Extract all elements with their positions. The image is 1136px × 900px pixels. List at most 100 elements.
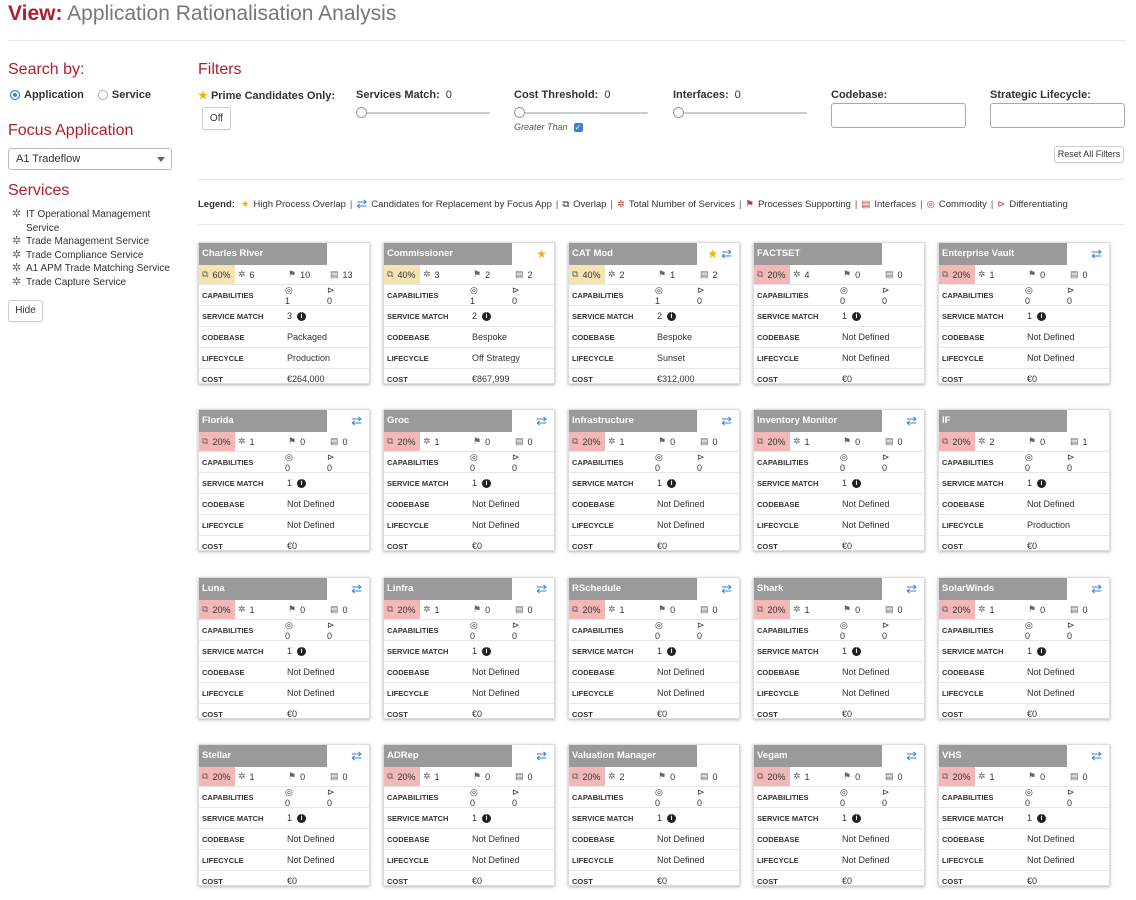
differentiating-icon: ⊳ [512,786,520,797]
card-header-icons: ⇄ [1067,243,1109,265]
services-match-slider[interactable] [356,106,490,120]
info-icon[interactable]: i [1037,478,1047,488]
info-icon[interactable]: i [297,478,307,488]
processes-icon: ⚑ [473,269,482,279]
card-app-name: Shark [754,578,882,600]
services-icon: ✲ [238,436,246,446]
card-header: Charles River [199,243,369,265]
application-card[interactable]: Inventory Monitor ⇄ ⧉ 20% ✲ 1 ⚑ 0 ▤ 0 CAPABILITIES… [753,409,925,551]
application-card[interactable]: Shark ⇄ ⧉ 20% ✲ 1 ⚑ 0 ▤ 0 CAPABILITIES ◎0 ⊳0 SERVICE … [753,577,925,719]
card-app-name: FACTSET [754,243,882,265]
application-card[interactable]: Linfra ⇄ ⧉ 20% ✲ 1 ⚑ 0 ▤ 0 CAPABILITIES ◎0 ⊳0 SERVICE… [383,577,555,719]
interfaces-stat: ▤ 0 [700,604,718,615]
service-match-row: SERVICE MATCH 1 i [199,808,369,829]
info-icon[interactable]: i [482,311,492,321]
slider-handle[interactable] [356,107,367,118]
card-header: RSchedule ⇄ [569,578,739,600]
info-icon[interactable]: i [852,478,862,488]
application-card[interactable]: Florida ⇄ ⧉ 20% ✲ 1 ⚑ 0 ▤ 0 CAPABILITIES ◎0 ⊳0 SERVIC… [198,409,370,551]
cost-row: COST €0 [387,876,483,886]
capabilities-row: CAPABILITIES ◎0 ⊳0 [754,787,924,808]
card-stats: ⧉ 20% ✲ 1 ⚑ 0 ▤ 0 [754,767,924,787]
card-header: Linfra ⇄ [384,578,554,600]
capabilities-row: CAPABILITIES ◎0 ⊳0 [199,452,369,473]
interfaces-icon: ▤ [330,269,339,279]
star-icon: ★ [707,247,719,261]
application-card[interactable]: ADRep ⇄ ⧉ 20% ✲ 1 ⚑ 0 ▤ 0 CAPABILITIES ◎0 ⊳0 SERVICE … [383,744,555,886]
interfaces-icon: ▤ [885,604,894,614]
interfaces-slider[interactable] [673,106,807,120]
info-icon[interactable]: i [297,311,307,321]
codebase-input[interactable] [831,103,966,128]
reset-all-filters-button[interactable]: Reset All Filters [1054,146,1124,163]
info-icon[interactable]: i [482,478,492,488]
card-header-icons: ⇄ [697,410,739,432]
card-header: Commissioner ★ [384,243,554,265]
application-card[interactable]: Valuation Manager ⧉ 20% ✲ 2 ⚑ 0 ▤ 0 CAPABILITIES ◎… [568,744,740,886]
slider-handle[interactable] [673,107,684,118]
card-stats: ⧉ 20% ✲ 1 ⚑ 0 ▤ 0 [384,432,554,452]
info-icon[interactable]: i [667,478,677,488]
info-icon[interactable]: i [852,311,862,321]
info-icon[interactable]: i [852,646,862,656]
services-stat: ✲ 4 [793,269,810,280]
info-icon[interactable]: i [482,813,492,823]
services-icon: ✲ [238,269,246,279]
overlap-stat: ⧉ 60% [199,265,235,284]
codebase-row: CODEBASE Not Defined [199,494,369,515]
application-card[interactable]: VHS ⇄ ⧉ 20% ✲ 1 ⚑ 0 ▤ 0 CAPABILITIES ◎0 ⊳0 SERVICE MA… [938,744,1110,886]
focus-application-select[interactable]: A1 Tradeflow [8,148,172,170]
application-card[interactable]: Commissioner ★ ⧉ 40% ✲ 3 ⚑ 2 ▤ 2 CAPABILITIES ◎1 ⊳0 S… [383,242,555,384]
application-card[interactable]: Vegam ⇄ ⧉ 20% ✲ 1 ⚑ 0 ▤ 0 CAPABILITIES ◎0 ⊳0 SERVICE … [753,744,925,886]
application-card[interactable]: Enterprise Vault ⇄ ⧉ 20% ✲ 1 ⚑ 0 ▤ 0 CAPABILITIES ◎… [938,242,1110,384]
codebase-row: CODEBASE Not Defined [569,494,739,515]
service-match-row: SERVICE MATCH 1 i [569,641,739,662]
info-icon[interactable]: i [297,813,307,823]
radio-application[interactable] [10,90,20,100]
application-card[interactable]: Stellar ⇄ ⧉ 20% ✲ 1 ⚑ 0 ▤ 0 CAPABILITIES ◎0 ⊳0 SERVIC… [198,744,370,886]
services-stat: ✲ 1 [793,436,810,447]
slider-handle[interactable] [514,107,525,118]
card-stats: ⧉ 60% ✲ 6 ⚑ 10 ▤ 13 [199,265,369,285]
info-icon[interactable]: i [667,646,677,656]
prime-candidates-label: ★ Prime Candidates Only: [198,90,336,102]
overlap-icon: ⧉ [572,771,579,781]
cost-row: COST €0 [942,541,1038,551]
differentiating-icon: ⊳ [512,619,520,630]
capabilities-row: CAPABILITIES ◎0 ⊳0 [754,285,924,306]
codebase-row: CODEBASE Not Defined [199,829,369,850]
commodity-icon: ◎ [285,786,293,797]
prime-candidates-toggle[interactable]: Off [202,107,231,130]
info-icon[interactable]: i [297,646,307,656]
card-header-icons: ⇄ [882,578,924,600]
info-icon[interactable]: i [667,311,677,321]
greater-than-checkbox[interactable]: ✓ [573,122,583,132]
application-card[interactable]: CAT Mod ★ ⇄ ⧉ 40% ✲ 2 ⚑ 1 ▤ 2 CAPABILITIES ◎1 ⊳0 SERVI… [568,242,740,384]
application-card[interactable]: Infrastructure ⇄ ⧉ 20% ✲ 1 ⚑ 0 ▤ 0 CAPABILITIES ◎0 ⊳… [568,409,740,551]
capabilities-row: CAPABILITIES ◎0 ⊳0 [569,452,739,473]
application-card[interactable]: SolarWinds ⇄ ⧉ 20% ✲ 1 ⚑ 0 ▤ 0 CAPABILITIES ◎0 ⊳0 SER… [938,577,1110,719]
processes-icon: ⚑ [843,269,852,279]
info-icon[interactable]: i [1037,646,1047,656]
info-icon[interactable]: i [1037,311,1047,321]
application-card[interactable]: FACTSET ⧉ 20% ✲ 4 ⚑ 0 ▤ 0 CAPABILITIES ◎0 ⊳0 SERVICE… [753,242,925,384]
application-card[interactable]: Charles River ⧉ 60% ✲ 6 ⚑ 10 ▤ 13 CAPABILITIES ◎1 ⊳… [198,242,370,384]
application-card[interactable]: RSchedule ⇄ ⧉ 20% ✲ 1 ⚑ 0 ▤ 0 CAPABILITIES ◎0 ⊳0 SERV… [568,577,740,719]
hide-button[interactable]: Hide [8,300,43,322]
interfaces-stat: ▤ 0 [700,436,718,447]
info-icon[interactable]: i [1037,813,1047,823]
application-card[interactable]: Luna ⇄ ⧉ 20% ✲ 1 ⚑ 0 ▤ 0 CAPABILITIES ◎0 ⊳0 SERVICE M… [198,577,370,719]
application-card[interactable]: Groc ⇄ ⧉ 20% ✲ 1 ⚑ 0 ▤ 0 CAPABILITIES ◎0 ⊳0 SERVICE M… [383,409,555,551]
processes-stat: ⚑ 0 [843,436,861,447]
strategic-lifecycle-input[interactable] [990,103,1125,128]
info-icon[interactable]: i [667,813,677,823]
processes-stat: ⚑ 0 [658,604,676,615]
info-icon[interactable]: i [852,813,862,823]
interfaces-icon: ▤ [700,604,709,614]
application-card[interactable]: IF ⧉ 20% ✲ 2 ⚑ 0 ▤ 1 CAPABILITIES ◎0 ⊳0 SERVICE MATC… [938,409,1110,551]
radio-service[interactable] [97,90,108,100]
services-heading: Services [8,182,70,199]
cost-threshold-slider[interactable] [514,106,648,120]
legend-divider-bottom [198,224,1124,225]
info-icon[interactable]: i [482,646,492,656]
